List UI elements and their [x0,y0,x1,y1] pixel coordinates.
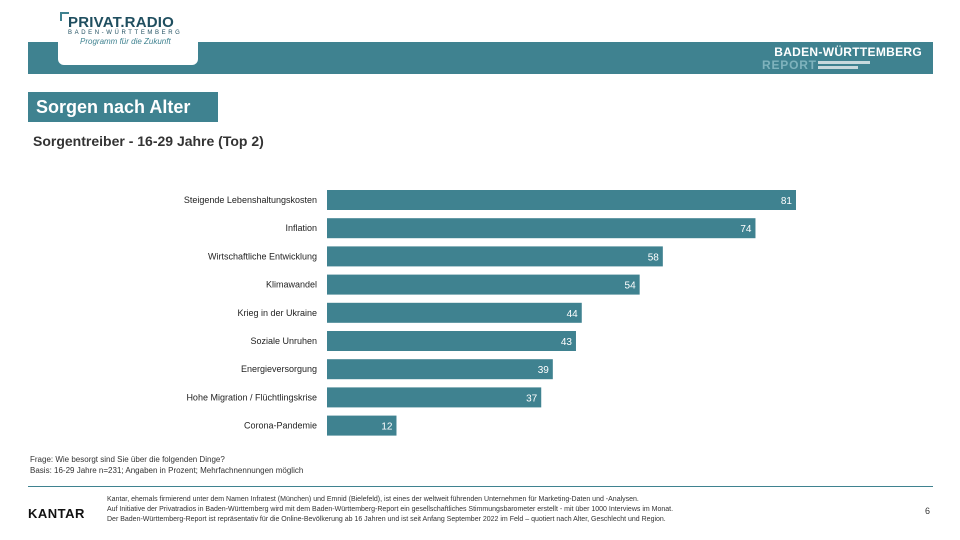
logo-corner-mark [60,12,69,21]
value-label: 44 [567,309,579,320]
logo-tagline: Programm für die Zukunft [80,37,171,46]
category-label: Soziale Unruhen [250,336,317,346]
logo-name: PRIVAT.RADIO [68,14,175,31]
category-label: Wirtschaftliche Entwicklung [208,251,317,261]
logo-region: BADEN-WÜRTTEMBERG [68,30,183,36]
footer-line: Auf Initiative der Privatradios in Baden… [107,506,674,513]
slide-title: Sorgen nach Alter [36,97,191,117]
category-label: Corona-Pandemie [244,421,317,431]
report-subtitle: REPORT [762,58,817,72]
bar [327,387,542,408]
footer-divider [28,486,933,487]
chart-subtitle: Sorgentreiber - 16-29 Jahre (Top 2) [33,133,264,149]
footer-line: Kantar, ehemals firmierend unter dem Nam… [107,496,639,503]
bar [327,246,663,267]
bar [327,415,397,436]
page-number: 6 [925,506,931,516]
category-label: Energieversorgung [241,364,317,374]
value-label: 37 [526,393,538,404]
category-label: Inflation [285,223,317,233]
slide-title-box [28,92,218,122]
bar [327,359,553,380]
value-label: 74 [740,224,752,235]
footer-line: Der Baden-Württemberg-Report ist repräse… [107,516,666,523]
report-title: BADEN-WÜRTTEMBERG [774,45,922,59]
question-note: Frage: Wie besorgt sind Sie über die fol… [30,455,225,464]
value-label: 12 [381,422,393,433]
bar [327,302,582,323]
category-label: Hohe Migration / Flüchtlingskrise [186,392,317,402]
category-label: Steigende Lebenshaltungskosten [184,195,317,205]
category-label: Krieg in der Ukraine [237,308,317,318]
category-label: Klimawandel [266,280,317,290]
base-note: Basis: 16-29 Jahre n=231; Angaben in Pro… [30,466,304,475]
bar [327,218,756,239]
bar [327,274,640,295]
bar [327,190,796,210]
value-label: 58 [648,252,660,263]
report-decoration [818,66,858,69]
value-label: 81 [781,196,793,207]
bar [327,331,576,351]
logo [58,10,198,65]
value-label: 39 [538,365,550,376]
kantar-logo: KANTAR [28,506,85,521]
value-label: 43 [561,337,573,348]
value-label: 54 [625,281,637,292]
report-decoration [818,61,870,64]
